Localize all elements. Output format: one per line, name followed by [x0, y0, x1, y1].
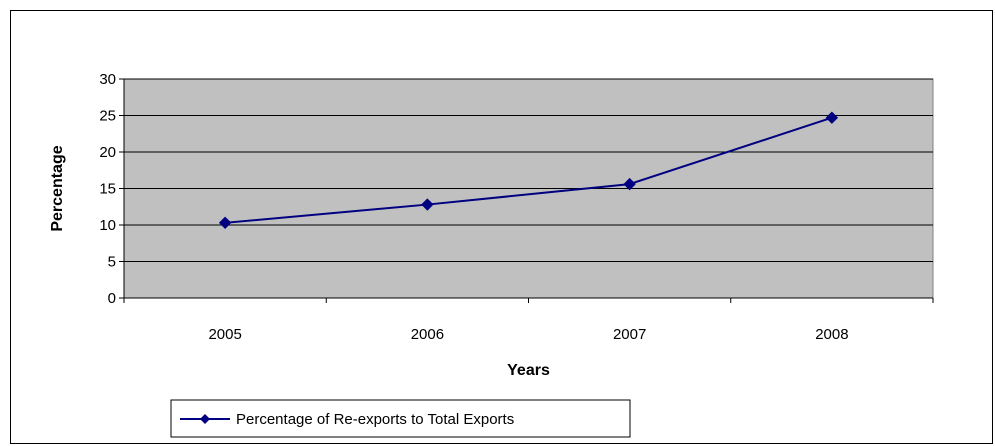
- x-tick-label: 2007: [613, 326, 646, 343]
- series-layer: [218, 111, 839, 230]
- data-point: [421, 198, 434, 211]
- x-tick-label: 2006: [411, 326, 444, 343]
- gridlines: [124, 78, 933, 262]
- x-axis: 2005 2006 2007 2008: [123, 297, 934, 343]
- y-tick-label: 30: [99, 71, 116, 88]
- legend: Percentage of Re-exports to Total Export…: [170, 399, 631, 438]
- data-point: [218, 216, 232, 230]
- legend-box: [170, 399, 631, 438]
- y-tick-label: 10: [99, 217, 116, 234]
- y-tick-label: 5: [108, 254, 116, 271]
- x-tick-label: 2008: [815, 326, 848, 343]
- x-axis-title: Years: [507, 362, 550, 379]
- legend-marker-swatch: [200, 414, 210, 424]
- y-tick-label: 15: [99, 181, 116, 198]
- y-tick-label: 0: [108, 290, 116, 307]
- series-line: [225, 116, 833, 224]
- data-point: [623, 177, 636, 191]
- y-axis: 0 5 10 15 20 25 30: [99, 71, 125, 307]
- data-point: [825, 111, 839, 124]
- x-tick-label: 2005: [208, 326, 241, 343]
- legend-label: Percentage of Re-exports to Total Export…: [236, 411, 514, 428]
- y-tick-label: 20: [99, 144, 116, 161]
- y-axis-title: Percentage: [49, 145, 66, 231]
- y-tick-label: 25: [99, 108, 116, 125]
